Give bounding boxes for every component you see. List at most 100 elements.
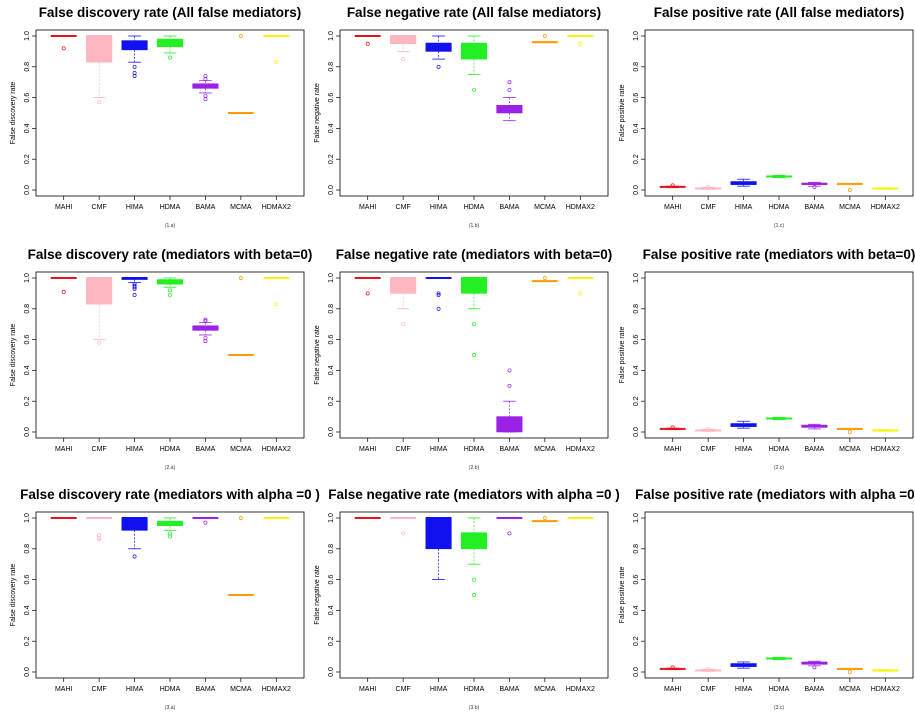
outlier-point (203, 74, 208, 78)
outlier-point (97, 340, 102, 345)
iqr-box (460, 43, 488, 60)
y-tick-label: 0.4 (24, 605, 31, 615)
outlier-point (847, 430, 852, 434)
box-hdmax2 (263, 35, 290, 65)
outlier-point (472, 593, 476, 597)
outlier-point (132, 292, 137, 297)
y-tick-label: 0.6 (328, 335, 335, 345)
y-tick-label: 0.2 (328, 396, 335, 406)
outlier-point (507, 383, 512, 388)
outlier-point (507, 87, 512, 92)
chart-title: False discovery rate (All false mediator… (39, 5, 302, 20)
y-tick-label: 0.0 (633, 185, 640, 195)
box-hdmax2 (567, 517, 594, 519)
outlier-point (706, 426, 711, 431)
x-tick-label: HIMA (735, 204, 753, 211)
y-tick-label: 0.6 (633, 335, 640, 345)
y-tick-label: 0.8 (24, 304, 31, 314)
outlier-point (472, 322, 476, 327)
panel-caption: (2.a) (165, 465, 176, 471)
y-tick-label: 0.4 (633, 605, 640, 615)
x-tick-label: HDMAX2 (262, 204, 291, 211)
x-tick-label: MAHI (359, 686, 377, 693)
outlier-point (507, 368, 512, 373)
x-tick-label: HDMAX2 (871, 686, 900, 693)
x-tick-label: MAHI (664, 686, 682, 693)
outlier-point (472, 577, 476, 582)
y-tick-label: 1.0 (24, 273, 31, 283)
x-tick-label: HDMA (769, 686, 790, 693)
outlier-point (203, 97, 208, 102)
x-tick-label: HIMA (126, 204, 144, 211)
x-tick-label: HIMA (735, 446, 753, 453)
outlier-point (97, 536, 102, 540)
box-hdma (460, 277, 488, 357)
panel-caption: (2.b) (469, 465, 480, 471)
x-tick-label: HDMAX2 (262, 686, 291, 693)
x-tick-label: MCMA (230, 686, 252, 693)
box-hima (730, 420, 757, 429)
y-axis-label: False discovery rate (10, 82, 17, 145)
plot-frame (35, 271, 305, 439)
box-mahi (659, 183, 686, 189)
x-tick-label: MAHI (359, 446, 377, 453)
x-tick-label: MCMA (534, 204, 556, 211)
y-tick-label: 0.6 (24, 335, 31, 345)
box-hdmax2 (567, 277, 594, 296)
chart-title: False discovery rate (mediators with alp… (20, 487, 320, 502)
x-tick-label: MCMA (839, 204, 861, 211)
box-mcma (836, 182, 863, 192)
panel-caption: (1.c) (774, 223, 784, 229)
y-axis-label: False discovery rate (10, 564, 17, 627)
x-tick-label: HDMAX2 (871, 446, 900, 453)
y-axis-label: False positive rate (619, 326, 626, 383)
outlier-point (97, 100, 102, 105)
box-hima (730, 661, 757, 669)
box-mahi (354, 517, 381, 519)
plot-frame (35, 511, 305, 679)
panel-caption: (3.a) (165, 705, 176, 711)
box-bama (192, 517, 219, 525)
box-cmf (695, 184, 722, 190)
chart-panel-2-b: False negative rate (mediators with beta… (314, 247, 612, 471)
iqr-box (390, 277, 417, 294)
box-hima (121, 277, 148, 297)
y-tick-label: 0.8 (328, 304, 335, 314)
y-tick-label: 0.0 (633, 427, 640, 437)
outlier-point (132, 554, 137, 559)
outlier-point (168, 531, 172, 536)
x-tick-label: BAMA (196, 204, 216, 211)
outlier-point (97, 532, 102, 537)
outlier-point (132, 71, 137, 75)
y-tick-label: 1.0 (24, 31, 31, 41)
outlier-point (203, 317, 208, 322)
y-axis-label: False negative rate (314, 565, 321, 625)
y-tick-label: 0.0 (328, 427, 335, 437)
box-mcma (531, 516, 558, 523)
box-hdma (765, 174, 793, 179)
x-tick-label: MAHI (664, 446, 682, 453)
box-bama (496, 80, 523, 122)
x-tick-label: HIMA (430, 686, 448, 693)
y-tick-label: 0.4 (328, 365, 335, 375)
outlier-point (132, 64, 137, 69)
box-mahi (50, 517, 77, 519)
x-tick-label: HIMA (126, 446, 144, 453)
x-tick-label: MAHI (664, 204, 682, 211)
y-tick-label: 0.0 (24, 185, 31, 195)
chart-title: False positive rate (mediators with alph… (635, 487, 915, 502)
y-tick-label: 0.8 (328, 544, 335, 554)
y-tick-label: 0.4 (633, 123, 640, 133)
box-mcma (227, 34, 254, 114)
iqr-box (425, 517, 452, 550)
y-axis-label: False negative rate (314, 83, 321, 143)
outlier-point (274, 302, 279, 307)
box-bama (801, 181, 828, 189)
panel-caption: (1.a) (165, 223, 176, 229)
x-tick-label: HIMA (430, 446, 448, 453)
x-tick-label: CMF (701, 204, 716, 211)
y-tick-label: 0.6 (24, 575, 31, 585)
box-cmf (86, 517, 113, 542)
outlier-point (847, 188, 852, 192)
